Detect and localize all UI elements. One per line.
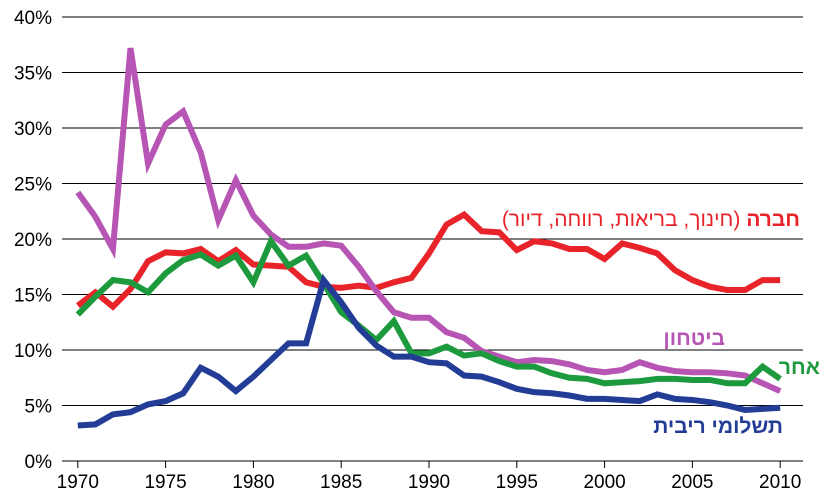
series-line xyxy=(75,235,782,387)
x-tick-label: 2005 xyxy=(671,472,713,493)
series-name: ביטחון xyxy=(663,327,725,350)
y-tick-label: 35% xyxy=(14,64,52,85)
series-label: אחר xyxy=(779,356,820,379)
series-name: חברה xyxy=(746,208,800,231)
x-tick-label: 1970 xyxy=(57,472,99,493)
series-line xyxy=(75,47,782,394)
y-tick-label: 25% xyxy=(14,175,52,196)
y-tick-label: 30% xyxy=(14,119,52,140)
x-tick-label: 1980 xyxy=(232,472,274,493)
y-tick-label: 10% xyxy=(14,341,52,362)
x-tick-label: 1975 xyxy=(144,472,186,493)
x-tick-label: 1995 xyxy=(496,472,538,493)
series-line xyxy=(75,210,781,311)
series-description: (חינוך, בריאות, רווחה, דיור) xyxy=(502,208,741,231)
series-label: ביטחון xyxy=(663,327,725,350)
x-tick-label: 2010 xyxy=(759,472,801,493)
series-label: תשלומי ריבית xyxy=(653,415,783,438)
y-tick-label: 20% xyxy=(14,230,52,251)
y-tick-label: 40% xyxy=(14,8,52,29)
y-tick-label: 15% xyxy=(14,286,52,307)
y-tick-label: 0% xyxy=(25,452,53,473)
series-name: אחר xyxy=(779,356,820,379)
y-tick-label: 5% xyxy=(25,397,53,418)
x-tick-label: 1990 xyxy=(408,472,450,493)
series-label: חברה (חינוך, בריאות, רווחה, דיור) xyxy=(502,208,800,231)
series-line xyxy=(77,273,781,429)
x-tick-label: 1985 xyxy=(320,472,362,493)
x-tick-label: 2000 xyxy=(583,472,625,493)
series-name: תשלומי ריבית xyxy=(653,415,783,438)
